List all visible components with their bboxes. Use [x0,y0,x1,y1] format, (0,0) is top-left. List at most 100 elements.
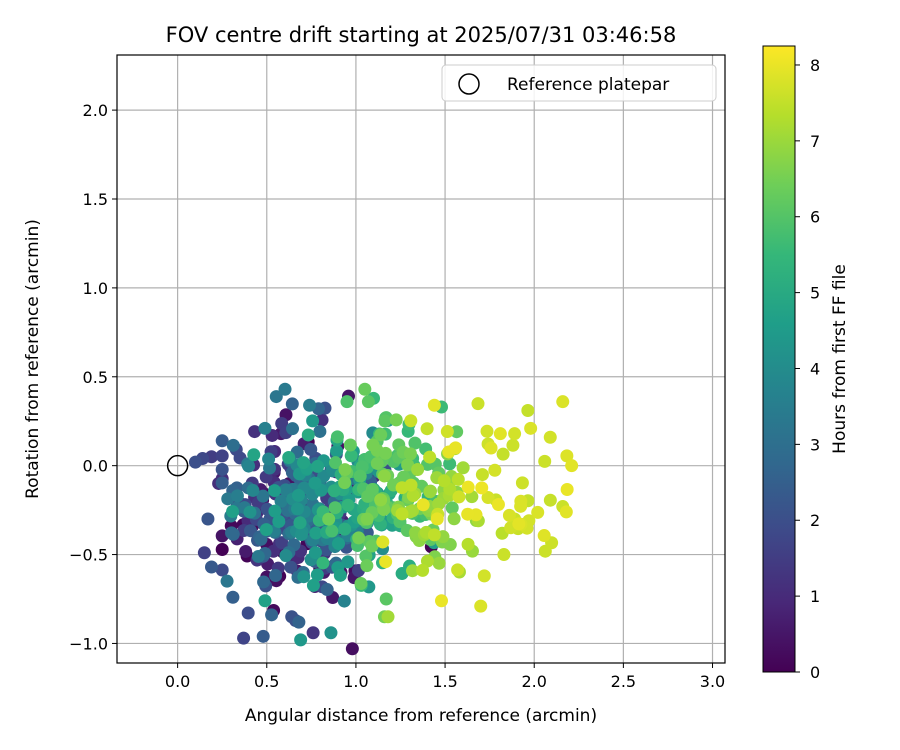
data-point [322,512,336,526]
data-point [338,476,352,490]
x-axis-label: Angular distance from reference (arcmin) [245,706,597,726]
data-point [556,395,570,409]
data-point [296,456,310,470]
data-point [416,498,430,512]
data-point [345,642,359,656]
x-tick-label: 0.0 [165,672,190,691]
data-point [256,489,270,503]
y-axis-label: Rotation from reference (arcmin) [23,219,43,499]
colorbar: 0 1 2 3 4 5 6 7 8 Hours from first FF file [762,45,850,682]
data-point [304,442,318,456]
data-point [215,462,229,476]
data-point [423,485,437,499]
colorbar-tick-label: 1 [810,587,820,606]
data-point [432,497,446,511]
data-point [313,424,327,438]
data-point [352,531,366,545]
data-point [258,594,272,608]
data-point [423,450,437,464]
data-point [411,462,425,476]
data-point [316,556,330,570]
legend-box [441,64,717,102]
y-tick-label: 0.5 [83,368,108,387]
data-point [451,563,465,577]
data-point [230,489,244,503]
data-point [521,404,535,418]
data-point [337,594,351,608]
plot-frame [116,54,726,664]
chart-title: FOV centre drift starting at 2025/07/31 … [166,23,677,47]
data-point [215,449,229,463]
data-point [343,438,357,452]
data-point [491,497,505,511]
data-point [258,421,272,435]
data-point [303,398,317,412]
colorbar-tick-label: 4 [810,359,820,378]
data-point [475,468,489,482]
y-tick-label: 1.0 [83,279,108,298]
data-point [306,626,320,640]
y-tick-label: −0.5 [69,546,108,565]
data-point [268,484,282,498]
data-point [215,563,229,577]
colorbar-tick-label: 2 [810,511,820,530]
data-point [225,526,239,540]
data-point [257,575,271,589]
data-point [461,537,475,551]
data-point [449,441,463,455]
data-point [406,489,420,503]
data-point [310,568,324,582]
data-point [456,461,470,475]
data-point [440,425,454,439]
data-point [461,507,475,521]
data-point [480,424,494,438]
x-axis-ticks: 0.0 0.5 1.0 1.5 2.0 2.5 3.0 [165,663,725,691]
legend: Reference platepar [441,64,717,102]
reference-marker-layer [166,454,189,477]
data-point [403,447,417,461]
data-point [279,549,293,563]
data-point [274,494,288,508]
data-point [379,555,393,569]
data-point [282,451,296,465]
y-axis-ticks: −1.0 −0.5 0.0 0.5 1.0 1.5 2.0 [69,101,117,653]
data-point [327,484,341,498]
data-point [215,543,229,557]
data-point [204,560,218,574]
data-point [565,459,579,473]
data-point [488,463,502,477]
data-point [538,454,552,468]
data-point [320,583,334,597]
data-point [272,514,286,528]
data-point [451,472,465,486]
data-point [360,512,374,526]
data-point [269,390,283,404]
data-point [338,522,352,536]
data-point [243,505,257,519]
data-point [408,436,422,450]
data-point [285,397,299,411]
colorbar-tick-label: 5 [810,284,820,303]
colorbar-tick-label: 0 [810,663,820,682]
data-point [427,528,441,542]
data-point [512,517,526,531]
data-point [188,455,202,469]
data-point [269,568,283,582]
x-tick-label: 0.5 [254,672,279,691]
data-point [308,476,322,490]
data-point [248,425,262,439]
data-point [370,456,384,470]
data-point [291,502,305,516]
data-point [325,524,339,538]
data-point [452,490,466,504]
data-point [324,626,338,640]
data-point [265,608,279,622]
data-point [251,549,265,563]
data-points [188,382,579,656]
data-point [284,560,298,574]
data-point [361,489,375,503]
data-point [340,395,354,409]
data-point [246,483,260,497]
colorbar-ticks: 0 1 2 3 4 5 6 7 8 [795,56,820,682]
